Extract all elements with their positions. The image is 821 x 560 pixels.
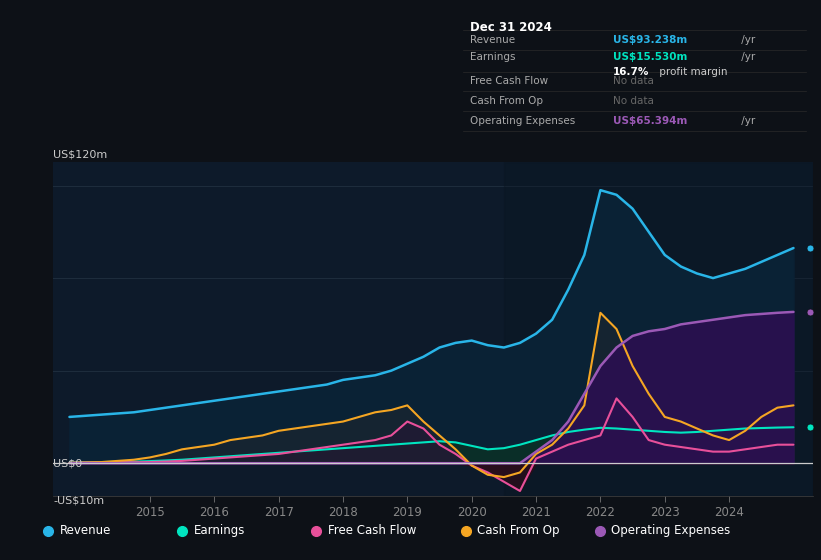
Text: -US$10m: -US$10m [53,496,104,505]
Text: Revenue: Revenue [60,524,111,537]
Polygon shape [504,162,813,496]
Text: Earnings: Earnings [194,524,245,537]
Text: Free Cash Flow: Free Cash Flow [470,76,548,86]
Text: /yr: /yr [738,35,755,45]
Text: Earnings: Earnings [470,52,516,62]
Text: /yr: /yr [738,52,755,62]
Text: US$65.394m: US$65.394m [612,116,687,126]
Text: No data: No data [612,76,654,86]
Text: US$0: US$0 [53,458,83,468]
Text: No data: No data [612,96,654,106]
Text: profit margin: profit margin [656,67,727,77]
Text: Operating Expenses: Operating Expenses [470,116,576,126]
Text: Revenue: Revenue [470,35,515,45]
Text: 16.7%: 16.7% [612,67,649,77]
Text: Cash From Op: Cash From Op [478,524,560,537]
Text: Operating Expenses: Operating Expenses [612,524,731,537]
Text: US$120m: US$120m [53,150,108,160]
Text: Free Cash Flow: Free Cash Flow [328,524,416,537]
Text: US$15.530m: US$15.530m [612,52,687,62]
Text: US$93.238m: US$93.238m [612,35,687,45]
Text: Cash From Op: Cash From Op [470,96,543,106]
Text: Dec 31 2024: Dec 31 2024 [470,21,552,34]
Text: /yr: /yr [738,116,755,126]
